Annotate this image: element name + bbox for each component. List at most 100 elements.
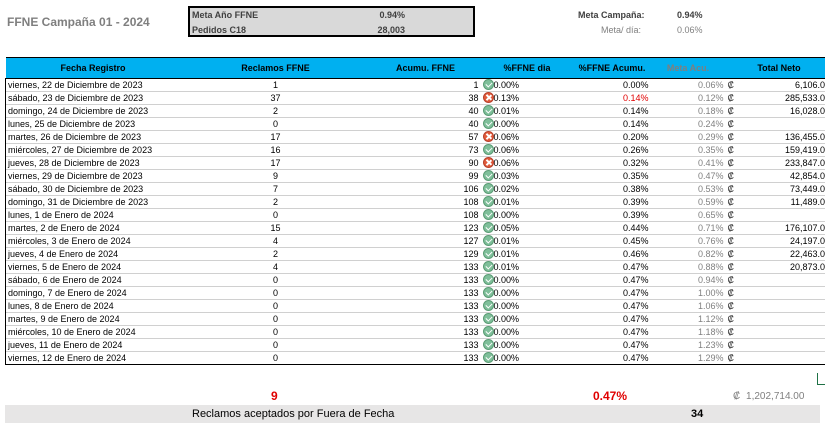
cell-fecha[interactable]: viernes, 5 de Enero de 2024 [5, 260, 181, 274]
table-row[interactable]: miércoles, 3 de Enero de 2024 4 127 0.01% 0.… [5, 234, 825, 248]
header-total-neto[interactable]: Total Neto [725, 57, 825, 79]
cell-reclamos[interactable]: 2 [180, 195, 371, 209]
cell-meta-acu[interactable]: 1.00% [650, 286, 726, 300]
cell-meta-acu[interactable]: 0.53% [650, 182, 726, 196]
cell-pct-dia[interactable]: 0.00% [480, 117, 574, 131]
table-row[interactable]: lunes, 8 de Enero de 2024 0 133 0.00% 0.47% 1… [5, 299, 825, 313]
cell-total-neto[interactable]: ₡ 285,533.00 [725, 91, 825, 105]
cell-reclamos[interactable]: 2 [180, 247, 371, 261]
cell-meta-acu[interactable]: 0.41% [650, 156, 726, 170]
cell-fecha[interactable]: sábado, 23 de Diciembre de 2023 [5, 91, 181, 105]
cell-meta-acu[interactable]: 0.24% [650, 117, 726, 131]
cell-fecha[interactable]: viernes, 29 de Diciembre de 2023 [5, 169, 181, 183]
cell-reclamos[interactable]: 0 [180, 208, 371, 222]
table-row[interactable]: viernes, 22 de Diciembre de 2023 1 1 0.00% 0… [5, 78, 825, 92]
cell-total-neto[interactable]: ₡ 176,107.00 [725, 221, 825, 235]
table-row[interactable]: lunes, 25 de Diciembre de 2023 0 40 0.00% 0.… [5, 117, 825, 131]
cell-meta-acu[interactable]: 0.12% [650, 91, 726, 105]
table-row[interactable]: martes, 9 de Enero de 2024 0 133 0.00% 0.47%… [5, 312, 825, 326]
cell-pct-acum[interactable]: 0.45% [573, 234, 651, 248]
cell-reclamos[interactable]: 0 [180, 351, 371, 365]
cell-acumu[interactable]: 106 [370, 182, 481, 196]
cell-pct-dia[interactable]: 0.00% [480, 78, 574, 92]
cell-reclamos[interactable]: 0 [180, 286, 371, 300]
cell-pct-acum[interactable]: 0.46% [573, 247, 651, 261]
cell-reclamos[interactable]: 0 [180, 338, 371, 352]
header-acumu[interactable]: Acumu. FFNE [370, 57, 481, 79]
table-row[interactable]: jueves, 4 de Enero de 2024 2 129 0.01% 0.46%… [5, 247, 825, 261]
cell-meta-acu[interactable]: 0.06% [650, 78, 726, 92]
cell-meta-acu[interactable]: 0.88% [650, 260, 726, 274]
cell-fecha[interactable]: miércoles, 3 de Enero de 2024 [5, 234, 181, 248]
cell-pct-dia[interactable]: 0.01% [480, 104, 574, 118]
cell-reclamos[interactable]: 16 [180, 143, 371, 157]
cell-pct-acum[interactable]: 0.14% [573, 117, 651, 131]
cell-fecha[interactable]: jueves, 28 de Diciembre de 2023 [5, 156, 181, 170]
cell-pct-acum[interactable]: 0.14% [573, 104, 651, 118]
cell-acumu[interactable]: 127 [370, 234, 481, 248]
cell-meta-acu[interactable]: 0.94% [650, 273, 726, 287]
cell-meta-acu[interactable]: 0.35% [650, 143, 726, 157]
cell-pct-acum[interactable]: 0.32% [573, 156, 651, 170]
cell-pct-acum[interactable]: 0.47% [573, 325, 651, 339]
cell-acumu[interactable]: 133 [370, 299, 481, 313]
cell-pct-dia[interactable]: 0.06% [480, 130, 574, 144]
cell-pct-acum[interactable]: 0.26% [573, 143, 651, 157]
cell-total-neto[interactable]: ₡ 6,106.00 [725, 78, 825, 92]
table-row[interactable]: sábado, 6 de Enero de 2024 0 133 0.00% 0.47%… [5, 273, 825, 287]
cell-total-neto[interactable]: ₡- [725, 325, 825, 339]
cell-pct-dia[interactable]: 0.00% [480, 312, 574, 326]
cell-meta-acu[interactable]: 1.29% [650, 351, 726, 365]
cell-acumu[interactable]: 1 [370, 78, 481, 92]
cell-fecha[interactable]: domingo, 24 de Diciembre de 2023 [5, 104, 181, 118]
cell-meta-acu[interactable]: 1.18% [650, 325, 726, 339]
cell-pct-dia[interactable]: 0.01% [480, 260, 574, 274]
cell-meta-acu[interactable]: 0.59% [650, 195, 726, 209]
cell-total-neto[interactable]: ₡ 159,419.00 [725, 143, 825, 157]
cell-pct-dia[interactable]: 0.00% [480, 286, 574, 300]
cell-acumu[interactable]: 133 [370, 286, 481, 300]
cell-fecha[interactable]: jueves, 4 de Enero de 2024 [5, 247, 181, 261]
cell-pct-acum[interactable]: 0.47% [573, 299, 651, 313]
cell-reclamos[interactable]: 17 [180, 130, 371, 144]
cell-reclamos[interactable]: 0 [180, 325, 371, 339]
cell-total-neto[interactable]: ₡ 233,847.00 [725, 156, 825, 170]
cell-fecha[interactable]: martes, 9 de Enero de 2024 [5, 312, 181, 326]
cell-meta-acu[interactable]: 1.23% [650, 338, 726, 352]
cell-reclamos[interactable]: 9 [180, 169, 371, 183]
cell-meta-acu[interactable]: 0.82% [650, 247, 726, 261]
cell-pct-dia[interactable]: 0.06% [480, 156, 574, 170]
cell-pct-dia[interactable]: 0.00% [480, 351, 574, 365]
cell-fecha[interactable]: martes, 2 de Enero de 2024 [5, 221, 181, 235]
cell-total-neto[interactable]: ₡- [725, 208, 825, 222]
table-row[interactable]: viernes, 29 de Diciembre de 2023 9 99 0.03%… [5, 169, 825, 183]
cell-acumu[interactable]: 133 [370, 325, 481, 339]
cell-reclamos[interactable]: 4 [180, 234, 371, 248]
cell-acumu[interactable]: 133 [370, 312, 481, 326]
cell-reclamos[interactable]: 7 [180, 182, 371, 196]
cell-acumu[interactable]: 133 [370, 260, 481, 274]
cell-acumu[interactable]: 73 [370, 143, 481, 157]
cell-total-neto[interactable]: ₡- [725, 273, 825, 287]
header-meta-acu[interactable]: Meta Acu. [650, 57, 726, 79]
cell-pct-acum[interactable]: 0.47% [573, 273, 651, 287]
cell-pct-acum[interactable]: 0.20% [573, 130, 651, 144]
cell-pct-dia[interactable]: 0.01% [480, 234, 574, 248]
cell-acumu[interactable]: 129 [370, 247, 481, 261]
cell-total-neto[interactable]: ₡ 73,449.00 [725, 182, 825, 196]
cell-pct-dia[interactable]: 0.00% [480, 338, 574, 352]
table-row[interactable]: viernes, 12 de Enero de 2024 0 133 0.00% 0.4… [5, 351, 825, 365]
table-row[interactable]: domingo, 31 de Diciembre de 2023 2 108 0.01… [5, 195, 825, 209]
cell-reclamos[interactable]: 0 [180, 117, 371, 131]
cell-fecha[interactable]: miércoles, 27 de Diciembre de 2023 [5, 143, 181, 157]
table-row[interactable]: martes, 26 de Diciembre de 2023 17 57 0.06%… [5, 130, 825, 144]
cell-reclamos[interactable]: 0 [180, 299, 371, 313]
cell-pct-dia[interactable]: 0.06% [480, 143, 574, 157]
cell-acumu[interactable]: 38 [370, 91, 481, 105]
cell-pct-acum[interactable]: 0.14% [573, 91, 651, 105]
cell-fecha[interactable]: domingo, 7 de Enero de 2024 [5, 286, 181, 300]
cell-pct-dia[interactable]: 0.01% [480, 195, 574, 209]
table-row[interactable]: sábado, 30 de Diciembre de 2023 7 106 0.02%… [5, 182, 825, 196]
cell-pct-acum[interactable]: 0.47% [573, 351, 651, 365]
table-row[interactable]: sábado, 23 de Diciembre de 2023 37 38 0.13%… [5, 91, 825, 105]
